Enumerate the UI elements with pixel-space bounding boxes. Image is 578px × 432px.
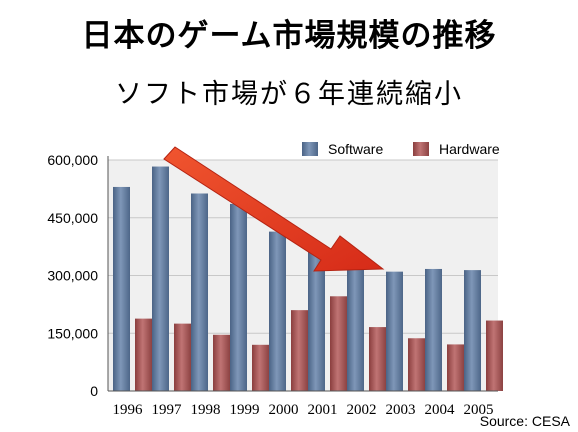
software-bar-2001 bbox=[308, 248, 325, 391]
software-bar-1998 bbox=[191, 193, 208, 391]
trend-arrow bbox=[163, 146, 385, 272]
x-tick-label: 2004 bbox=[425, 402, 456, 418]
x-tick-label: 2002 bbox=[347, 402, 377, 418]
x-tick-label: 2001 bbox=[308, 402, 338, 418]
y-tick-label: 450,000 bbox=[47, 210, 98, 226]
software-bar-2004 bbox=[425, 268, 442, 391]
hardware-bar-1998 bbox=[213, 334, 230, 391]
hardware-bar-2002 bbox=[369, 327, 386, 391]
software-bar-2000 bbox=[269, 231, 286, 391]
y-tick-label: 300,000 bbox=[47, 268, 98, 284]
hardware-bar-2001 bbox=[330, 296, 347, 391]
legend-software-label: Software bbox=[328, 141, 383, 157]
legend-hardware-swatch bbox=[413, 142, 429, 156]
x-tick-label: 1996 bbox=[113, 402, 144, 418]
software-bar-2005 bbox=[464, 270, 481, 391]
source-label: Source: CESA bbox=[479, 413, 570, 429]
software-bar-2003 bbox=[386, 271, 403, 391]
x-tick-label: 2003 bbox=[386, 402, 416, 418]
hardware-bar-1999 bbox=[252, 344, 269, 391]
hardware-bar-2003 bbox=[408, 338, 425, 391]
hardware-bar-2000 bbox=[291, 310, 308, 391]
page-title: 日本のゲーム市場規模の推移 bbox=[81, 18, 497, 54]
hardware-bar-2005 bbox=[486, 320, 503, 391]
software-bar-1996 bbox=[113, 186, 130, 391]
hardware-bar-2004 bbox=[447, 344, 464, 391]
software-bar-2002 bbox=[347, 260, 364, 391]
legend-hardware-label: Hardware bbox=[439, 141, 500, 157]
software-bar-1999 bbox=[230, 203, 247, 391]
software-bar-1997 bbox=[152, 166, 169, 391]
x-tick-label: 1997 bbox=[152, 402, 183, 418]
legend-software-swatch bbox=[302, 142, 318, 156]
y-tick-label: 150,000 bbox=[47, 325, 98, 341]
page-subtitle: ソフト市場が６年連続縮小 bbox=[115, 79, 463, 110]
x-tick-label: 1999 bbox=[230, 402, 260, 418]
y-tick-label: 0 bbox=[90, 383, 98, 399]
y-tick-label: 600,000 bbox=[47, 152, 98, 168]
hardware-bar-1996 bbox=[135, 318, 152, 391]
x-tick-label: 1998 bbox=[191, 402, 221, 418]
hardware-bar-1997 bbox=[174, 323, 191, 391]
x-tick-label: 2000 bbox=[269, 402, 299, 418]
x-tick-label: 2005 bbox=[464, 402, 494, 418]
